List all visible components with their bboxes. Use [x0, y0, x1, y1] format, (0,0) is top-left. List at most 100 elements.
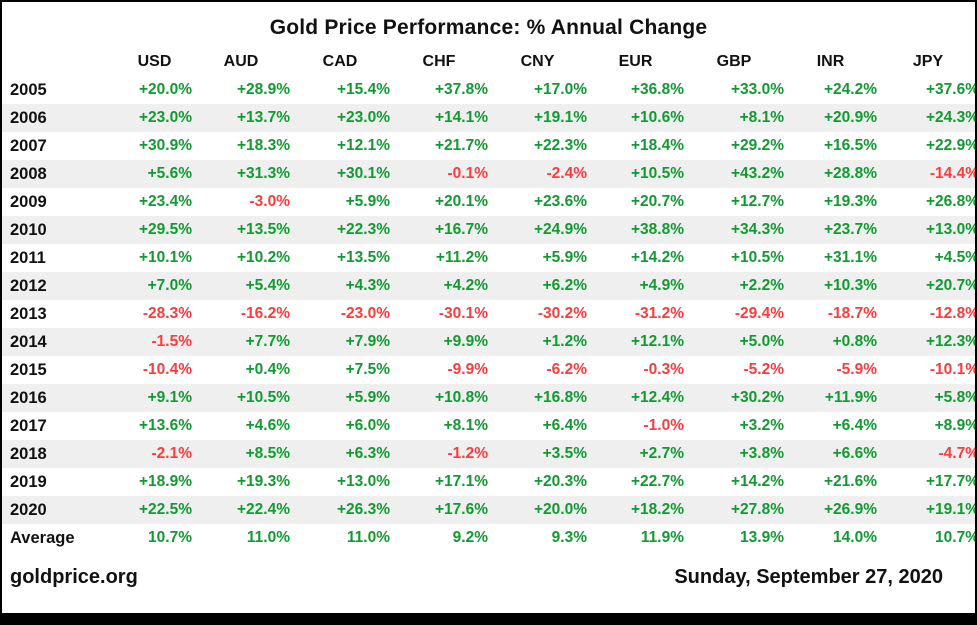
value-cell: +6.2% [542, 277, 587, 294]
row-label: 2007 [10, 137, 47, 155]
value-cell: +6.6% [832, 445, 877, 462]
value-cell: +8.1% [739, 109, 784, 126]
value-cell: +19.1% [533, 109, 587, 126]
value-cell: +12.4% [630, 389, 684, 406]
value-cell: +11.9% [824, 389, 877, 406]
value-cell: +16.5% [823, 137, 877, 154]
value-cell: +19.1% [925, 501, 977, 518]
column-header-cad: CAD [322, 53, 358, 70]
value-cell: +5.6% [147, 165, 192, 182]
value-cell: +38.8% [630, 221, 684, 238]
value-cell: +24.3% [925, 109, 977, 126]
value-cell: +33.0% [730, 81, 784, 98]
value-cell: -1.0% [643, 417, 685, 434]
footer: goldprice.org Sunday, September 27, 2020 [2, 552, 975, 589]
value-cell: -2.4% [546, 165, 588, 182]
value-cell: -0.3% [643, 361, 685, 378]
bottom-bar [2, 613, 975, 623]
value-cell: +10.2% [236, 249, 290, 266]
value-cell: -0.1% [447, 165, 489, 182]
value-cell: +1.2% [542, 333, 587, 350]
value-cell: +17.0% [533, 81, 587, 98]
value-cell: -2.1% [151, 445, 193, 462]
value-cell: +17.7% [925, 473, 977, 490]
value-cell: -1.2% [447, 445, 489, 462]
value-cell: +12.7% [730, 193, 784, 210]
value-cell: +13.6% [138, 417, 192, 434]
value-cell: +18.4% [630, 137, 684, 154]
value-cell: +16.8% [533, 389, 587, 406]
value-cell: +21.6% [823, 473, 877, 490]
value-cell: +13.5% [336, 249, 390, 266]
value-cell: +7.7% [245, 333, 290, 350]
value-cell: +12.1% [336, 137, 390, 154]
value-cell: -10.1% [929, 361, 977, 378]
value-cell: +37.6% [925, 81, 977, 98]
row-label: 2016 [10, 389, 47, 407]
value-cell: +6.4% [542, 417, 587, 434]
value-cell: 11.0% [346, 529, 390, 546]
value-cell: +5.0% [739, 333, 784, 350]
value-cell: +2.2% [739, 277, 784, 294]
row-label: 2014 [10, 333, 47, 351]
value-cell: +10.3% [823, 277, 877, 294]
row-label: 2015 [10, 361, 47, 379]
value-cell: +13.7% [236, 109, 290, 126]
value-cell: 10.7% [935, 529, 977, 546]
table-row-2014: 2014 -1.5% +7.7% +7.9% +9.9% +1.2% +12.1% +5.0%… [2, 328, 975, 356]
value-cell: 14.0% [833, 529, 877, 546]
value-cell: +27.8% [730, 501, 784, 518]
table-row-2020: 2020 +22.5% +22.4% +26.3% +17.6% +20.0% +18.2%… [2, 496, 977, 524]
value-cell: +22.9% [925, 137, 977, 154]
value-cell: +15.4% [336, 81, 390, 98]
table-row-2019: 2019 +18.9% +19.3% +13.0% +17.1% +20.3% +22.7%… [2, 468, 977, 496]
column-header-gbp: GBP [716, 53, 752, 70]
value-cell: -16.2% [240, 305, 290, 322]
value-cell: -30.2% [537, 305, 587, 322]
value-cell: 10.7% [148, 529, 192, 546]
value-cell: +10.5% [236, 389, 290, 406]
value-cell: +20.7% [630, 193, 684, 210]
row-label: 2017 [10, 417, 47, 435]
value-cell: +7.5% [345, 361, 390, 378]
value-cell: +30.2% [730, 389, 784, 406]
value-cell: +7.0% [147, 277, 192, 294]
value-cell: +23.7% [823, 221, 877, 238]
value-cell: +20.9% [823, 109, 877, 126]
value-cell: +26.3% [336, 501, 390, 518]
value-cell: +20.1% [434, 193, 488, 210]
value-cell: +13.5% [236, 221, 290, 238]
value-cell: +22.5% [138, 501, 192, 518]
value-cell: +19.3% [236, 473, 290, 490]
value-cell: +20.7% [925, 277, 977, 294]
value-cell: +8.9% [934, 417, 977, 434]
column-header-usd: USD [137, 53, 172, 70]
value-cell: +14.2% [630, 249, 684, 266]
value-cell: +8.1% [443, 417, 488, 434]
table-row-2017: 2017 +13.6% +4.6% +6.0% +8.1% +6.4% -1.0% +3.2%… [2, 412, 977, 440]
value-cell: -5.2% [743, 361, 785, 378]
table-row-2013: 2013 -28.3% -16.2% -23.0% -30.1% -30.2% -31.2%… [2, 300, 975, 328]
value-cell: +5.9% [542, 249, 587, 266]
value-cell: +12.1% [630, 333, 684, 350]
value-cell: +9.1% [147, 389, 192, 406]
value-cell: +5.8% [934, 389, 977, 406]
value-cell: +23.6% [533, 193, 587, 210]
page-title: Gold Price Performance: % Annual Change [269, 16, 708, 39]
column-header-eur: EUR [618, 53, 653, 70]
value-cell: +23.0% [138, 109, 192, 126]
value-cell: +37.8% [434, 81, 488, 98]
value-cell: +7.9% [345, 333, 390, 350]
value-cell: +8.5% [245, 445, 290, 462]
value-cell: +21.7% [434, 137, 488, 154]
value-cell: +18.2% [630, 501, 684, 518]
column-header-aud: AUD [223, 53, 259, 70]
row-label: 2011 [10, 249, 46, 267]
value-cell: +3.2% [739, 417, 784, 434]
value-cell: +2.7% [639, 445, 684, 462]
value-cell: +30.1% [336, 165, 390, 182]
value-cell: 11.9% [640, 529, 684, 546]
value-cell: +6.0% [345, 417, 390, 434]
value-cell: -23.0% [340, 305, 390, 322]
table-row-2009: 2009 +23.4% -3.0% +5.9% +20.1% +23.6% +20.7% +1… [2, 188, 975, 216]
